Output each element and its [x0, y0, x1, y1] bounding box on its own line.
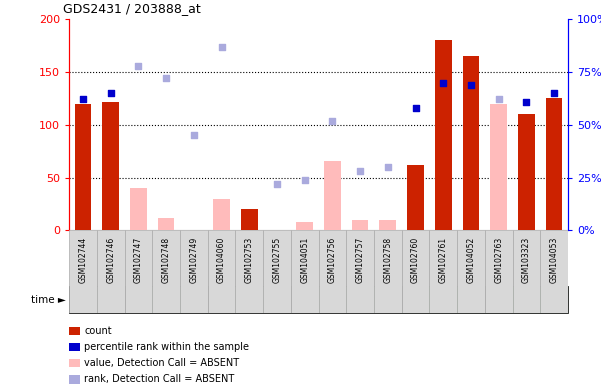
- Text: GSM102755: GSM102755: [272, 237, 281, 283]
- Text: GSM102758: GSM102758: [383, 237, 392, 283]
- Bar: [374, 230, 401, 313]
- Bar: [124, 286, 208, 313]
- Bar: [208, 230, 236, 313]
- Bar: [401, 286, 485, 313]
- Bar: [124, 230, 152, 313]
- Text: 5 d: 5 d: [240, 295, 258, 305]
- Text: GSM102763: GSM102763: [494, 237, 503, 283]
- Text: value, Detection Call = ABSENT: value, Detection Call = ABSENT: [84, 358, 239, 368]
- Bar: [130, 188, 147, 230]
- Bar: [291, 230, 319, 313]
- Text: GSM102760: GSM102760: [411, 237, 420, 283]
- Point: [217, 44, 227, 50]
- Point: [383, 164, 392, 170]
- Point: [522, 98, 531, 104]
- Bar: [546, 98, 563, 230]
- Bar: [463, 72, 479, 230]
- Text: 3 d: 3 d: [157, 295, 175, 305]
- Text: GSM104060: GSM104060: [217, 237, 226, 283]
- Point: [355, 168, 365, 174]
- Text: GSM102744: GSM102744: [79, 237, 88, 283]
- Bar: [319, 230, 346, 313]
- Bar: [485, 230, 513, 313]
- Point: [549, 90, 559, 96]
- Bar: [296, 222, 313, 230]
- Bar: [379, 220, 396, 230]
- Bar: [180, 230, 208, 313]
- Bar: [69, 230, 97, 313]
- Bar: [324, 161, 341, 230]
- Text: GSM102757: GSM102757: [356, 237, 365, 283]
- Bar: [346, 230, 374, 313]
- Text: time ►: time ►: [31, 295, 66, 305]
- Bar: [263, 230, 291, 313]
- Point: [189, 132, 198, 139]
- Bar: [241, 209, 258, 230]
- Bar: [401, 230, 429, 313]
- Bar: [69, 286, 124, 313]
- Text: count: count: [84, 326, 112, 336]
- Bar: [485, 286, 568, 313]
- Text: percentile rank within the sample: percentile rank within the sample: [84, 342, 249, 352]
- Point: [494, 96, 504, 103]
- Point: [438, 79, 448, 86]
- Text: 9 d: 9 d: [435, 295, 452, 305]
- Text: 11 d: 11 d: [514, 295, 538, 305]
- Bar: [490, 104, 507, 230]
- Text: GSM103323: GSM103323: [522, 237, 531, 283]
- Bar: [102, 101, 119, 230]
- Bar: [213, 199, 230, 230]
- Bar: [540, 230, 568, 313]
- Text: GSM102749: GSM102749: [189, 237, 198, 283]
- Text: GSM102761: GSM102761: [439, 237, 448, 283]
- Point: [410, 105, 420, 111]
- Point: [161, 75, 171, 81]
- Point: [272, 181, 282, 187]
- Text: GSM102753: GSM102753: [245, 237, 254, 283]
- Point: [328, 118, 337, 124]
- Text: 1 d: 1 d: [88, 295, 106, 305]
- Bar: [158, 218, 174, 230]
- Bar: [457, 230, 485, 313]
- Bar: [208, 286, 291, 313]
- Point: [106, 90, 115, 96]
- Text: GSM104052: GSM104052: [466, 237, 475, 283]
- Text: GSM104051: GSM104051: [300, 237, 309, 283]
- Bar: [407, 165, 424, 230]
- Point: [300, 177, 310, 183]
- Bar: [352, 220, 368, 230]
- Bar: [518, 114, 535, 230]
- Bar: [291, 286, 401, 313]
- Bar: [513, 230, 540, 313]
- Text: 7 d: 7 d: [337, 295, 355, 305]
- Text: GSM102747: GSM102747: [134, 237, 143, 283]
- Bar: [463, 56, 479, 230]
- Bar: [75, 104, 91, 230]
- Bar: [435, 40, 451, 230]
- Text: GSM102746: GSM102746: [106, 237, 115, 283]
- Bar: [236, 230, 263, 313]
- Bar: [429, 230, 457, 313]
- Text: GSM102756: GSM102756: [328, 237, 337, 283]
- Bar: [97, 230, 124, 313]
- Point: [466, 82, 476, 88]
- Text: GSM104053: GSM104053: [549, 237, 558, 283]
- Point: [78, 96, 88, 103]
- Text: GDS2431 / 203888_at: GDS2431 / 203888_at: [63, 2, 201, 15]
- Text: rank, Detection Call = ABSENT: rank, Detection Call = ABSENT: [84, 374, 234, 384]
- Point: [133, 63, 143, 69]
- Bar: [152, 230, 180, 313]
- Text: GSM102748: GSM102748: [162, 237, 171, 283]
